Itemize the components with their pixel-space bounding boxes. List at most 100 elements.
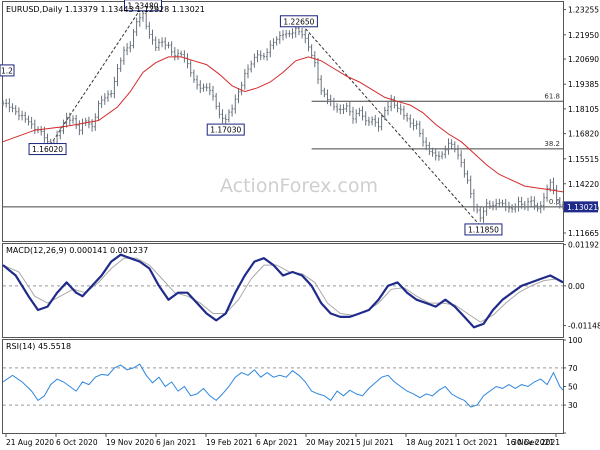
ohlc-bar — [552, 177, 555, 195]
price-ytick-label: 1.18105 — [568, 105, 599, 114]
ohlc-bar — [122, 46, 126, 65]
ohlc-bar — [380, 113, 383, 131]
ohlc-bar — [536, 202, 539, 212]
rsi-panel-frame — [2, 339, 564, 434]
ohlc-bar — [495, 198, 498, 211]
macd-layer — [2, 253, 564, 329]
ohlc-bar — [202, 83, 205, 92]
ohlc-bar — [100, 95, 103, 108]
x-tick-label: 6 Oct 2020 — [56, 438, 98, 447]
ohlc-bar — [431, 147, 434, 157]
ohlc-bar — [285, 30, 288, 39]
ohlc-bar — [348, 102, 351, 116]
ohlc-bar — [71, 115, 75, 124]
ohlc-bar — [240, 81, 243, 96]
annotation-label: 1.22650 — [283, 17, 314, 26]
annotation-box — [464, 223, 503, 236]
ohlc-bar — [170, 41, 173, 56]
ohlc-bar — [460, 150, 463, 168]
ohlc-bar — [323, 87, 326, 98]
ohlc-bar — [116, 64, 119, 87]
ohlc-bar — [370, 116, 374, 126]
ohlc-bar — [256, 50, 259, 63]
ohlc-bar — [180, 50, 183, 58]
ohlc-bar — [472, 189, 476, 212]
ohlc-bar — [450, 139, 453, 149]
ohlc-bar — [482, 206, 485, 223]
ohlc-bar — [113, 76, 116, 99]
ohlc-bar — [355, 109, 358, 124]
x-tick-label: 19 Nov 2020 — [106, 438, 154, 447]
macd-ytick-label: 0.011921 — [568, 241, 600, 250]
ohlc-bar — [192, 69, 196, 83]
ohlc-bar — [215, 93, 218, 110]
fib-label: 61.8 — [544, 92, 560, 100]
ohlc-bar — [227, 109, 231, 123]
price-ytick-label: 1.16820 — [568, 130, 599, 139]
ohlc-bar — [437, 151, 441, 161]
ohlc-bar — [189, 59, 192, 77]
ohlc-bar — [555, 184, 558, 206]
ohlc-bar — [160, 37, 164, 48]
ohlc-bar — [386, 101, 390, 116]
trendline — [47, 5, 144, 150]
ohlc-bar — [405, 112, 409, 122]
ohlc-bar — [307, 34, 310, 52]
ohlc-bar — [278, 31, 281, 44]
ohlc-bar — [517, 196, 520, 212]
ohlc-bar — [300, 27, 304, 39]
ohlc-bar — [14, 105, 17, 116]
ohlc-bar — [510, 204, 514, 213]
ohlc-bar — [412, 118, 415, 131]
ohlc-bar — [320, 75, 323, 95]
macd-ytick-label: 0.00 — [568, 282, 585, 291]
price-ytick-label: 1.20690 — [568, 55, 599, 64]
ohlc-bar — [342, 104, 345, 114]
ohlc-bar — [501, 199, 504, 207]
ohlc-bar — [377, 117, 380, 132]
ohlc-bar — [230, 104, 234, 117]
annotation-box — [28, 143, 67, 156]
x-tick-label: 6 Apr 2021 — [256, 438, 298, 447]
ohlc-bar — [393, 96, 396, 109]
ohlc-bar — [218, 102, 221, 119]
ohlc-bar — [469, 175, 472, 199]
ohlc-bar — [75, 115, 78, 129]
ohlc-bar — [135, 17, 138, 37]
moving-average-line — [2, 56, 564, 193]
ohlc-bar — [132, 29, 135, 49]
ohlc-bar — [259, 50, 262, 61]
price-layer: 61.8 38.2 0.0 1.16020 1.23480 1.17030 1.22650 1… — [0, 0, 565, 236]
ohlc-bar — [145, 10, 148, 30]
ohlc-bar — [425, 137, 428, 151]
ohlc-bar — [488, 200, 491, 209]
ohlc-bar — [8, 98, 11, 113]
price-ytick-label: 1.23255 — [568, 6, 599, 15]
price-ytick-label: 1.14220 — [568, 180, 599, 189]
rsi-line — [2, 363, 564, 408]
ohlc-bar — [504, 198, 507, 212]
ohlc-bar — [246, 64, 250, 79]
ohlc-bar — [141, 9, 145, 22]
ohlc-bar — [316, 58, 320, 84]
macd-header: MACD(12,26,9) 0.000141 0.001237 — [6, 246, 148, 255]
ohlc-bar — [281, 30, 285, 41]
ohlc-bar — [65, 112, 68, 128]
ohlc-bar — [164, 37, 167, 50]
ohlc-bar — [396, 101, 399, 113]
ohlc-bar — [234, 94, 237, 114]
ohlc-bar — [453, 141, 456, 153]
ohlc-bar — [558, 197, 561, 209]
ohlc-bar — [335, 103, 339, 113]
ohlc-bar — [332, 97, 336, 111]
ohlc-bar — [148, 21, 151, 39]
rsi-layer — [2, 363, 564, 408]
last-price-badge — [564, 201, 598, 213]
ohlc-bar — [456, 144, 460, 160]
ohlc-bar — [33, 119, 36, 134]
ohlc-bar — [399, 103, 402, 115]
macd-line — [2, 253, 564, 329]
ohlc-bar — [269, 40, 272, 58]
ohlc-bar — [539, 201, 542, 214]
